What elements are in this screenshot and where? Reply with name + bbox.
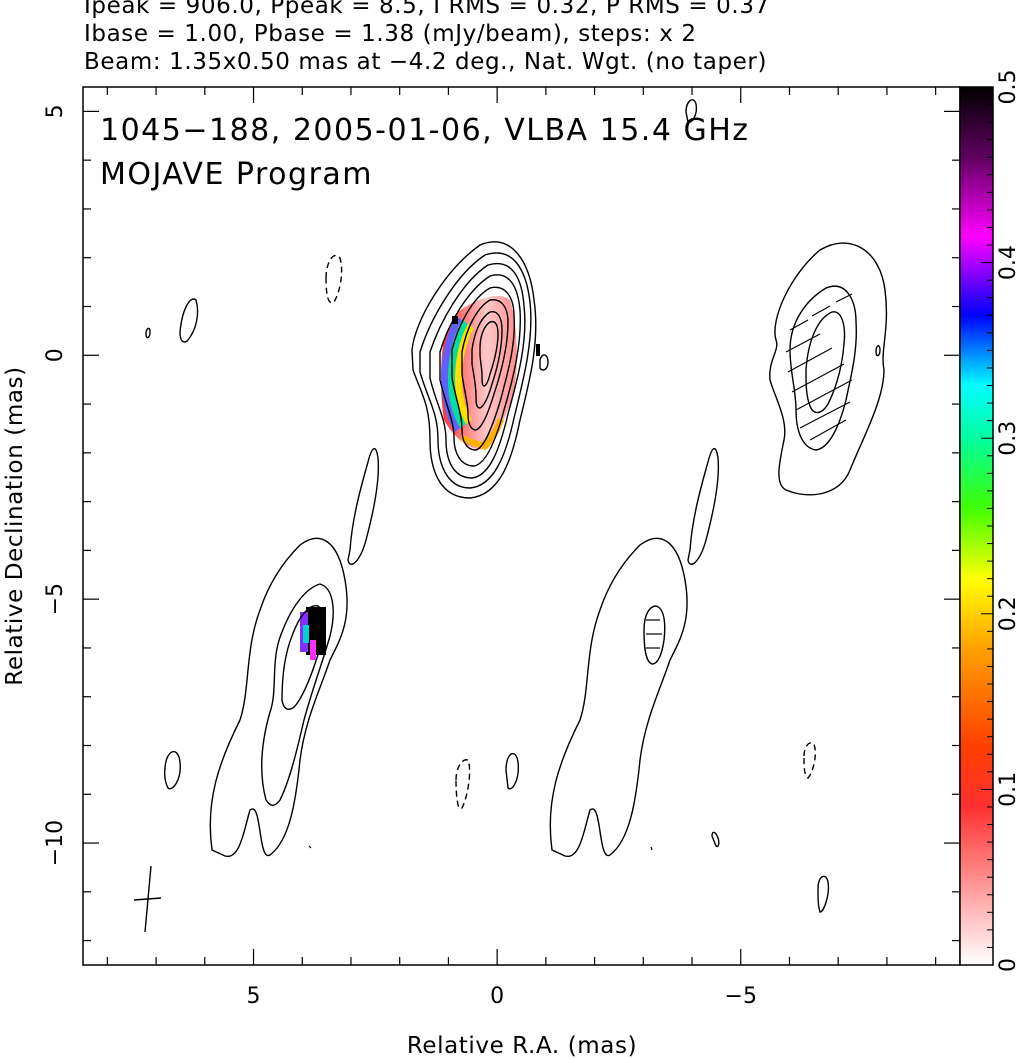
negative-contours — [325, 254, 471, 810]
y-axis-label: Relative Declination (mas) — [2, 366, 28, 685]
right-negative-contours — [803, 742, 817, 779]
y-tick-label: 5 — [43, 104, 68, 118]
x-tick-label: −5 — [725, 984, 757, 1009]
y-tick-label: −5 — [43, 583, 68, 615]
x-axis-label: Relative R.A. (mas) — [407, 1033, 637, 1059]
colorbar-tick-labels: 0 0.1 0.2 0.3 0.4 0.5 — [996, 70, 1021, 973]
colorbar-tick-label: 0.2 — [996, 596, 1021, 631]
knot-contours — [145, 99, 698, 857]
y-tick-labels: 5 0 −5 −10 — [43, 104, 68, 866]
colorbar-tick-label: 0 — [996, 958, 1021, 972]
core-polarization-lower-edge — [460, 418, 504, 450]
header-line-1: Ipeak = 906.0, Ppeak = 8.5, I RMS = 0.32… — [84, 0, 770, 19]
axis-ticks — [83, 87, 960, 965]
colorbar-tick-label: 0.1 — [996, 772, 1021, 807]
core-contours — [411, 241, 549, 499]
knot-polarization-magenta — [310, 640, 316, 660]
beam-marker — [133, 865, 162, 933]
y-tick-label: −10 — [43, 820, 68, 866]
colorbar-tick-label: 0.5 — [996, 70, 1021, 105]
plot-frame — [82, 86, 961, 966]
colorbar-ticks — [981, 86, 993, 966]
image-layer — [133, 99, 888, 933]
annotation-title: 1045−188, 2005-01-06, VLBA 15.4 GHz — [100, 113, 750, 148]
y-tick-label: 0 — [43, 348, 68, 362]
annotation-program: MOJAVE Program — [100, 157, 373, 192]
x-tick-label: 5 — [247, 984, 261, 1009]
header-line-3: Beam: 1.35x0.50 mas at −4.2 deg., Nat. W… — [84, 49, 768, 75]
core-pixel-black-2 — [536, 344, 540, 356]
core-pixel-black — [452, 316, 458, 324]
right-hatching — [785, 293, 853, 441]
colorbar-tick-label: 0.4 — [996, 245, 1021, 280]
x-tick-labels: 5 0 −5 — [247, 984, 757, 1009]
x-tick-label: 0 — [490, 984, 504, 1009]
knot-polarization-cyan — [303, 625, 309, 643]
right-contours — [549, 242, 888, 913]
core-polarization-edge-3 — [455, 324, 474, 424]
header-line-2: Ibase = 1.00, Pbase = 1.38 (mJy/beam), s… — [84, 21, 697, 47]
colorbar-tick-label: 0.3 — [996, 421, 1021, 456]
